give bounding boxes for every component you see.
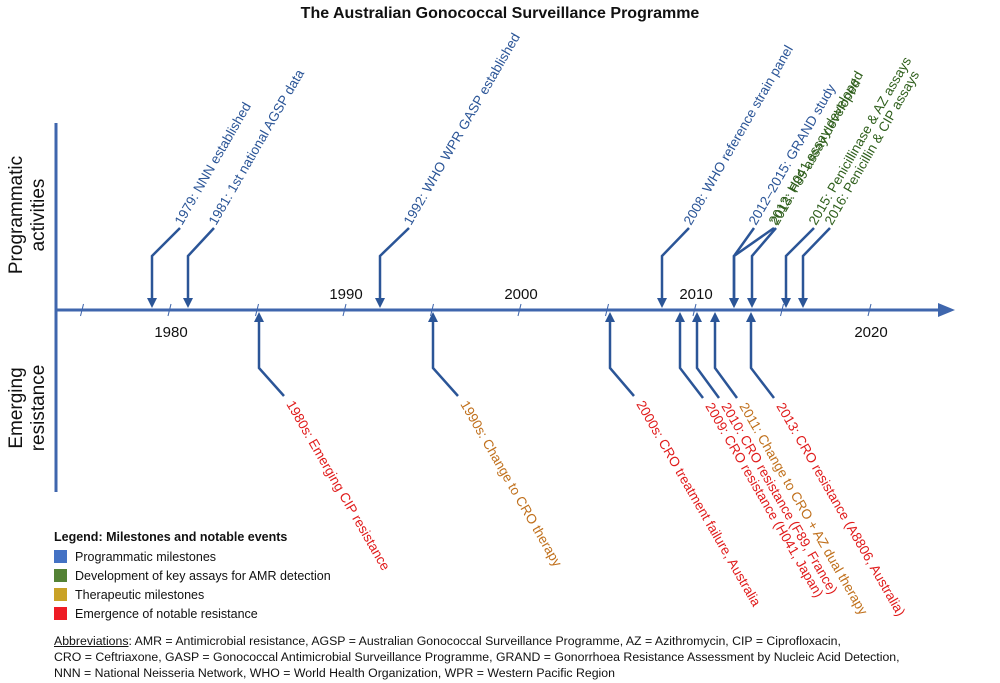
side-label-top-line1: Programmatic: [6, 156, 27, 274]
tick-mark: [430, 303, 434, 317]
year-label: 1980: [154, 324, 187, 341]
arrowhead-down: [375, 298, 385, 308]
event-connector: [749, 320, 775, 399]
tick-mark: [255, 303, 259, 317]
abbreviations-heading: Abbreviations: [54, 634, 129, 648]
legend-swatch: [54, 569, 67, 582]
event-connector: [732, 226, 775, 300]
arrowhead-down: [747, 298, 757, 308]
arrowhead-up: [675, 312, 685, 322]
side-label-bottom-line2: resistance: [28, 365, 49, 452]
event-connector: [608, 320, 635, 397]
legend-item-resistance: Emergence of notable resistance: [54, 604, 454, 623]
legend: Legend: Milestones and notable events Pr…: [54, 530, 454, 623]
legend-label: Development of key assays for AMR detect…: [75, 568, 331, 583]
arrowhead-up: [428, 312, 438, 322]
legend-item-programmatic: Programmatic milestones: [54, 547, 454, 566]
abbreviations-text: : AMR = Antimicrobial resistance, AGSP =…: [128, 634, 841, 648]
tick-mark: [342, 303, 347, 317]
event-connector: [801, 227, 831, 300]
event-connector: [660, 227, 690, 300]
legend-swatch: [54, 550, 67, 563]
programmatic-event: 1992: WHO WPR GASP established: [375, 30, 523, 308]
side-label-top: Programmatic activities: [6, 156, 49, 274]
arrowhead-up: [692, 312, 702, 322]
arrowhead-up: [710, 312, 720, 322]
abbreviations-line-2: CRO = Ceftriaxone, GASP = Gonococcal Ant…: [54, 650, 900, 664]
abbreviations: Abbreviations: AMR = Antimicrobial resis…: [54, 633, 994, 681]
event-connector: [695, 320, 721, 399]
side-label-bottom-line1: Emerging: [6, 367, 27, 448]
programmatic-event: 1979: NNN established: [147, 100, 254, 308]
tick-mark: [605, 303, 609, 317]
event-connector: [186, 227, 215, 300]
event-connector: [431, 320, 459, 397]
arrowhead-down: [798, 298, 808, 308]
year-label: 1990: [329, 286, 362, 303]
side-label-bottom: Emerging resistance: [6, 365, 49, 452]
event-label: 1992: WHO WPR GASP established: [401, 30, 523, 227]
legend-swatch: [54, 607, 67, 620]
event-connector: [713, 320, 739, 399]
timeline-arrowhead: [938, 303, 955, 317]
diagram-title: The Australian Gonococcal Surveillance P…: [301, 5, 700, 22]
event-connector: [257, 320, 285, 397]
legend-label: Emergence of notable resistance: [75, 606, 258, 621]
event-connector: [378, 227, 410, 300]
legend-label: Programmatic milestones: [75, 549, 217, 564]
side-label-top-line2: activities: [28, 179, 49, 252]
arrowhead-up: [254, 312, 264, 322]
event-connector: [784, 227, 815, 300]
arrowhead-down: [183, 298, 193, 308]
tick-mark: [780, 303, 784, 317]
tick-mark: [867, 303, 872, 317]
abbreviations-line-3: NNN = National Neisseria Network, WHO = …: [54, 666, 615, 680]
legend-label: Therapeutic milestones: [75, 587, 205, 602]
arrowhead-down: [147, 298, 157, 308]
legend-item-assays: Development of key assays for AMR detect…: [54, 566, 454, 585]
arrowhead-down: [729, 298, 739, 308]
legend-item-therapeutic: Therapeutic milestones: [54, 585, 454, 604]
event-connector: [678, 320, 704, 399]
year-label: 2000: [504, 286, 537, 303]
event-connector: [150, 227, 181, 300]
tick-mark: [692, 303, 697, 317]
tick-mark: [167, 303, 172, 317]
arrowhead-down: [657, 298, 667, 308]
tick-mark: [80, 303, 84, 317]
year-ticks: 1980 1990 2000 2010 2020: [80, 286, 888, 341]
arrowhead-up: [746, 312, 756, 322]
abbreviations-line-1: Abbreviations: AMR = Antimicrobial resis…: [54, 633, 994, 649]
year-label: 2020: [854, 324, 887, 341]
legend-title: Legend: Milestones and notable events: [54, 530, 288, 544]
arrowhead-down: [781, 298, 791, 308]
year-label: 2010: [679, 286, 712, 303]
event-connector: [750, 227, 777, 300]
legend-swatch: [54, 588, 67, 601]
arrowhead-up: [605, 312, 615, 322]
tick-mark: [517, 303, 522, 317]
event-label: 1990s: Change to CRO therapy: [457, 398, 565, 569]
